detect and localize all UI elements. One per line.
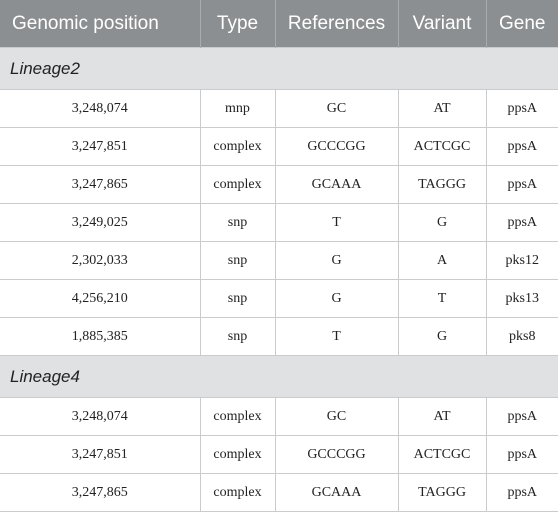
- cell-variant: AT: [397, 89, 487, 128]
- cell-genomic-position: 3,248,074: [0, 397, 201, 436]
- cell-reference: G: [274, 241, 399, 280]
- cell-variant: G: [397, 203, 487, 242]
- cell-gene: ppsA: [485, 127, 558, 166]
- header-row: Genomic position Type References Variant…: [0, 0, 558, 48]
- cell-gene: ppsA: [485, 203, 558, 242]
- cell-reference: GCAAA: [274, 473, 399, 512]
- cell-type: complex: [199, 397, 276, 436]
- table-row: 3,248,074 mnp GC AT ppsA: [0, 89, 558, 128]
- cell-gene: ppsA: [485, 435, 558, 474]
- cell-reference: T: [274, 203, 399, 242]
- cell-type: snp: [199, 203, 276, 242]
- group-row: Lineage2: [0, 47, 558, 90]
- cell-genomic-position: 3,248,074: [0, 89, 201, 128]
- cell-reference: GC: [274, 89, 399, 128]
- cell-gene: ppsA: [485, 165, 558, 204]
- cell-type: complex: [199, 127, 276, 166]
- table-row: 3,247,865 complex GCAAA TAGGG ppsA: [0, 165, 558, 204]
- cell-genomic-position: 3,249,025: [0, 203, 201, 242]
- header-genomic-position: Genomic position: [0, 0, 201, 48]
- cell-type: mnp: [199, 89, 276, 128]
- cell-reference: G: [274, 279, 399, 318]
- cell-type: snp: [199, 317, 276, 356]
- cell-reference: GCAAA: [274, 165, 399, 204]
- cell-genomic-position: 2,302,033: [0, 241, 201, 280]
- cell-reference: GC: [274, 397, 399, 436]
- group-row: Lineage4: [0, 355, 558, 398]
- cell-variant: ACTCGC: [397, 435, 487, 474]
- table-row: 3,247,865 complex GCAAA TAGGG ppsA: [0, 473, 558, 512]
- cell-type: complex: [199, 473, 276, 512]
- group-label: Lineage4: [0, 355, 558, 398]
- cell-variant: TAGGG: [397, 473, 487, 512]
- header-references: References: [275, 0, 399, 48]
- cell-genomic-position: 1,885,385: [0, 317, 201, 356]
- cell-genomic-position: 3,247,851: [0, 127, 201, 166]
- cell-variant: G: [397, 317, 487, 356]
- cell-gene: ppsA: [485, 397, 558, 436]
- cell-type: snp: [199, 241, 276, 280]
- cell-reference: T: [274, 317, 399, 356]
- header-variant: Variant: [398, 0, 487, 48]
- header-type: Type: [200, 0, 276, 48]
- cell-genomic-position: 3,247,851: [0, 435, 201, 474]
- cell-reference: GCCCGG: [274, 127, 399, 166]
- cell-variant: A: [397, 241, 487, 280]
- cell-reference: GCCCGG: [274, 435, 399, 474]
- cell-variant: AT: [397, 397, 487, 436]
- cell-variant: TAGGG: [397, 165, 487, 204]
- cell-type: complex: [199, 435, 276, 474]
- table-row: 3,247,851 complex GCCCGG ACTCGC ppsA: [0, 127, 558, 166]
- cell-variant: ACTCGC: [397, 127, 487, 166]
- table-row: 3,247,851 complex GCCCGG ACTCGC ppsA: [0, 435, 558, 474]
- cell-gene: pks12: [485, 241, 558, 280]
- cell-genomic-position: 3,247,865: [0, 473, 201, 512]
- cell-genomic-position: 3,247,865: [0, 165, 201, 204]
- cell-gene: ppsA: [485, 89, 558, 128]
- cell-type: snp: [199, 279, 276, 318]
- cell-variant: T: [397, 279, 487, 318]
- cell-gene: pks8: [485, 317, 558, 356]
- group-label: Lineage2: [0, 47, 558, 90]
- table-row: 3,248,074 complex GC AT ppsA: [0, 397, 558, 436]
- cell-type: complex: [199, 165, 276, 204]
- cell-gene: pks13: [485, 279, 558, 318]
- table-body: Lineage2 3,248,074 mnp GC AT ppsA 3,247,851 com…: [0, 47, 558, 512]
- cell-genomic-position: 4,256,210: [0, 279, 201, 318]
- header-gene: Gene: [486, 0, 558, 48]
- cell-gene: ppsA: [485, 473, 558, 512]
